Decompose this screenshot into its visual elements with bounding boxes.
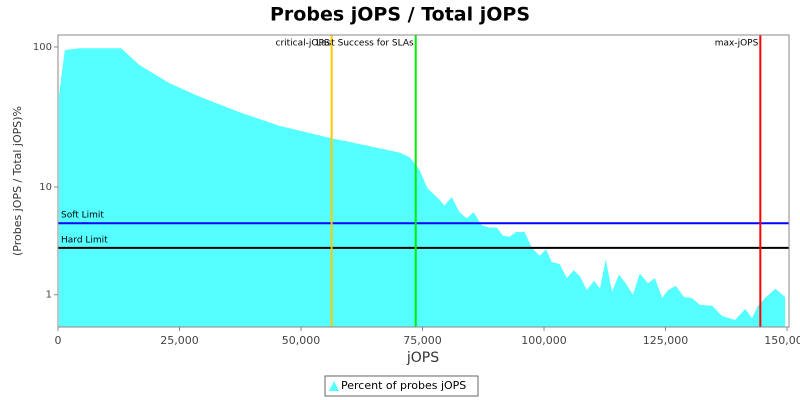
legend-marker [329, 381, 339, 391]
y-tick-label: 1 [46, 290, 52, 301]
y-axis-label: (Probes jOPS / Total jOPS)% [11, 106, 24, 256]
limit-label: Hard Limit [61, 235, 108, 245]
x-axis-label: jOPS [406, 350, 439, 366]
marker-label: critical-jOPS [276, 39, 330, 49]
limit-label: Soft Limit [61, 211, 104, 221]
x-tick-label: 50,000 [282, 334, 321, 347]
area [58, 48, 786, 327]
y-tick-label: 100 [33, 42, 52, 53]
x-tick-label: 150,000 [764, 334, 800, 347]
legend-box [324, 375, 479, 397]
x-tick-label: 0 [55, 334, 62, 347]
x-tick-label: 125,000 [643, 334, 689, 347]
legend-label: Percent of probes jOPS [341, 379, 466, 392]
x-tick-label: 75,000 [403, 334, 442, 347]
chart-title: Probes jOPS / Total jOPS [270, 4, 530, 26]
y-tick-label: 10 [39, 182, 52, 193]
plot-frame [57, 34, 790, 328]
marker-label: Last Success for SLAs [316, 39, 414, 49]
marker-label: max-jOPS [715, 39, 759, 49]
x-tick-label: 100,000 [521, 334, 567, 347]
x-tick-label: 25,000 [160, 334, 199, 347]
